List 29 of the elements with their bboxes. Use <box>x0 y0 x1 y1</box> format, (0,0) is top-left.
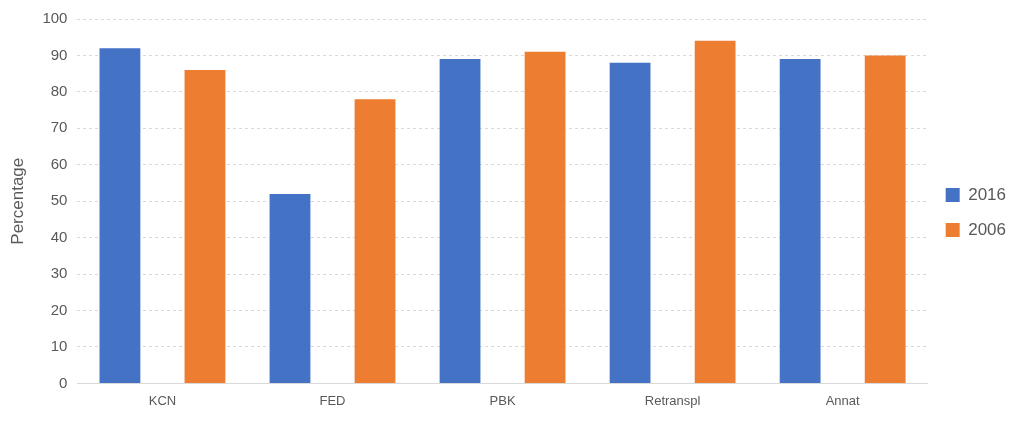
bar <box>99 48 141 383</box>
x-tick-label: KCN <box>148 392 177 408</box>
y-tick-label: 50 <box>50 191 68 209</box>
bar <box>439 59 481 383</box>
x-tick-label: FED <box>319 392 346 408</box>
bar <box>864 55 906 383</box>
legend-label: 2006 <box>968 219 1007 239</box>
y-tick-label: 10 <box>50 337 68 355</box>
y-tick-label: 90 <box>50 45 68 63</box>
y-tick-label: 30 <box>50 264 68 282</box>
y-tick-label: 20 <box>50 300 68 318</box>
bar <box>524 51 566 383</box>
y-tick-label: 80 <box>50 82 68 100</box>
bar <box>779 59 821 383</box>
x-tick-label: Retranspl <box>644 392 701 408</box>
y-axis-title: Percentage <box>7 157 27 245</box>
y-tick-label: 0 <box>59 373 68 391</box>
bar <box>354 99 396 383</box>
bar <box>609 62 651 383</box>
y-tick-label: 60 <box>50 154 68 172</box>
y-tick-label: 40 <box>50 227 68 245</box>
y-tick-label: 70 <box>50 118 68 136</box>
legend-label: 2016 <box>968 184 1007 204</box>
y-tick-label: 100 <box>42 9 68 27</box>
x-tick-label: PBK <box>489 392 516 408</box>
bar <box>184 70 226 383</box>
x-tick-label: Annat <box>825 392 861 408</box>
bar <box>694 40 736 383</box>
bar <box>269 193 311 383</box>
